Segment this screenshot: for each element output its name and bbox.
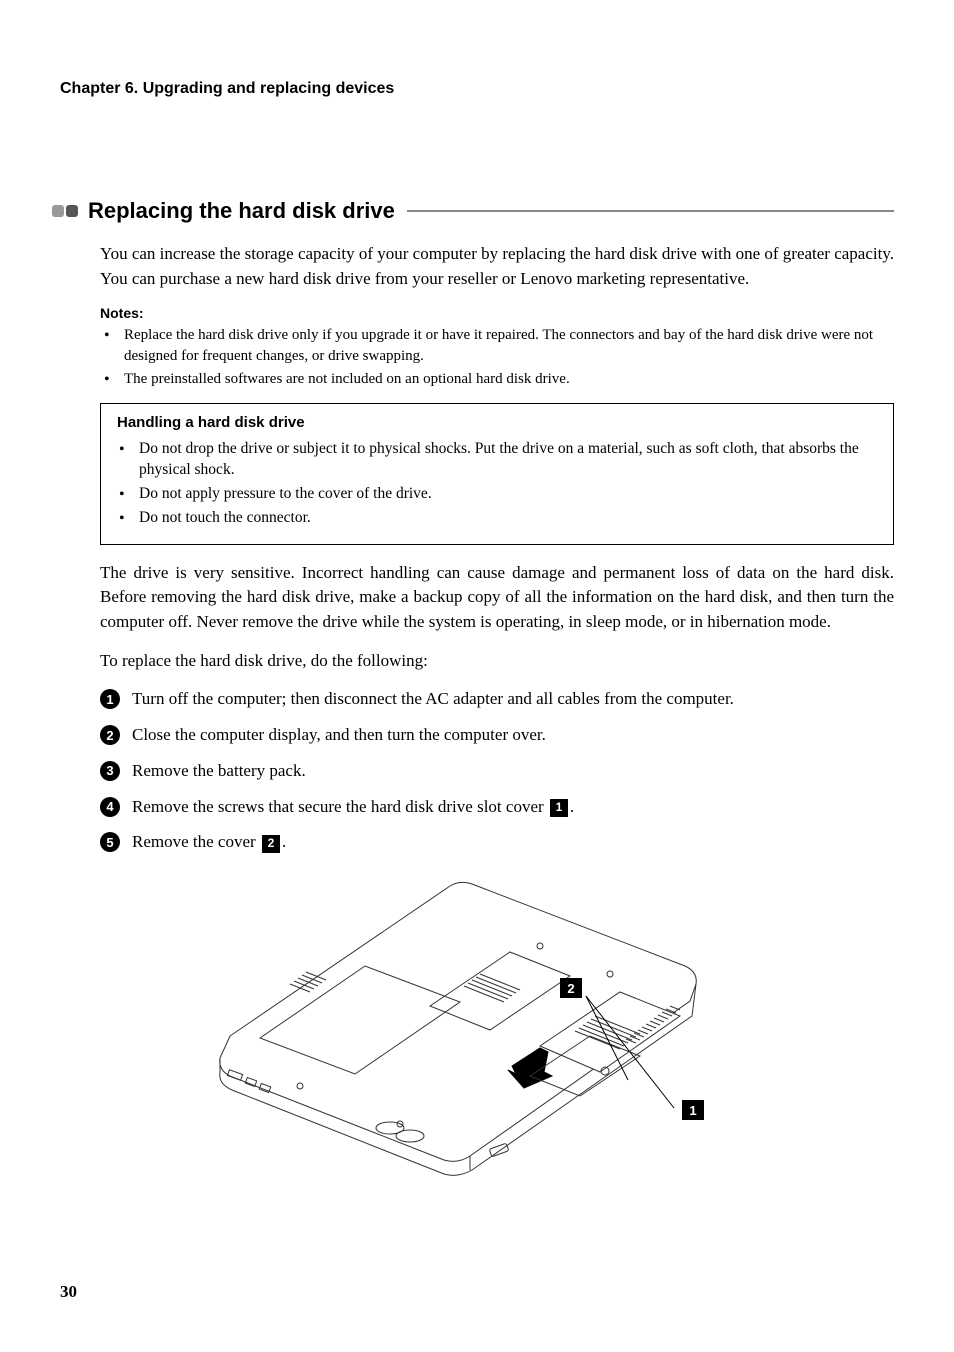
step-number-icon: 4 [100,797,120,817]
chapter-heading: Chapter 6. Upgrading and replacing devic… [60,80,894,98]
section-title: Replacing the hard disk drive [88,198,395,224]
step-text-part: . [282,832,286,851]
diagram-callout-label: 1 [689,1103,696,1118]
notes-list: Replace the hard disk drive only if you … [100,325,894,389]
step-item: 3 Remove the battery pack. [100,759,894,783]
handling-box: Handling a hard disk drive Do not drop t… [100,403,894,545]
notes-item: Replace the hard disk drive only if you … [100,325,894,366]
section-line [407,210,894,212]
step-text: Remove the battery pack. [132,759,306,783]
handling-item: Do not touch the connector. [117,508,877,529]
step-list: 1 Turn off the computer; then disconnect… [100,687,894,854]
step-text: Turn off the computer; then disconnect t… [132,687,734,711]
step-item: 1 Turn off the computer; then disconnect… [100,687,894,711]
replace-intro: To replace the hard disk drive, do the f… [100,649,894,674]
notes-item: The preinstalled softwares are not inclu… [100,369,894,389]
step-item: 5 Remove the cover 2. [100,830,894,854]
callout-box-icon: 1 [550,799,568,817]
step-number-icon: 5 [100,832,120,852]
step-text-part: . [570,797,574,816]
callout-box-icon: 2 [262,835,280,853]
handling-list: Do not drop the drive or subject it to p… [117,439,877,529]
page-number: 30 [60,1282,77,1302]
section-bullets-icon [52,205,78,217]
step-text-part: Remove the screws that secure the hard d… [132,797,548,816]
section-header: Replacing the hard disk drive [52,198,894,224]
square-icon [52,205,64,217]
sensitive-paragraph: The drive is very sensitive. Incorrect h… [100,561,894,635]
laptop-diagram-svg: 2 1 [100,866,800,1186]
step-number-icon: 1 [100,689,120,709]
notes-block: Notes: Replace the hard disk drive only … [100,305,894,389]
square-icon [66,205,78,217]
handling-title: Handling a hard disk drive [117,414,877,431]
step-item: 4 Remove the screws that secure the hard… [100,795,894,819]
step-text: Close the computer display, and then tur… [132,723,546,747]
step-text-part: Remove the cover [132,832,260,851]
diagram-callout-label: 2 [567,981,574,996]
laptop-bottom-diagram: 2 1 [100,866,800,1186]
step-number-icon: 2 [100,725,120,745]
intro-paragraph: You can increase the storage capacity of… [100,242,894,291]
step-item: 2 Close the computer display, and then t… [100,723,894,747]
step-number-icon: 3 [100,761,120,781]
handling-item: Do not apply pressure to the cover of th… [117,484,877,505]
handling-item: Do not drop the drive or subject it to p… [117,439,877,481]
step-text: Remove the cover 2. [132,830,286,854]
step-text: Remove the screws that secure the hard d… [132,795,574,819]
notes-label: Notes: [100,305,894,321]
